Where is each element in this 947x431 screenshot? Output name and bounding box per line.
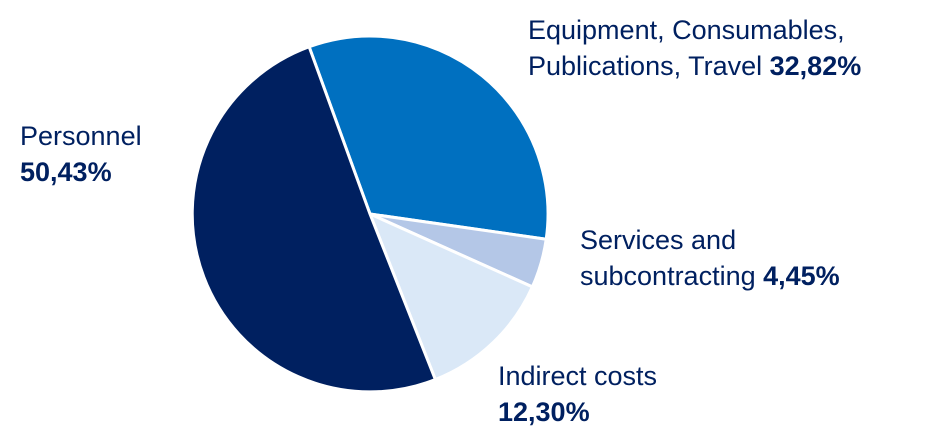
slice-personnel [190,45,437,394]
slice-equipment [307,34,550,241]
label-personnel-line1: Personnel [20,121,142,151]
value-indirect: 12,30% [498,397,590,427]
value-personnel: 50,43% [20,157,112,187]
label-indirect-line1: Indirect costs [498,361,658,391]
label-services: Services and subcontracting 4,45% [580,222,840,294]
label-personnel: Personnel 50,43% [20,118,142,190]
label-indirect: Indirect costs 12,30% [498,358,657,430]
label-equipment-line2: Publications, Travel [528,51,763,81]
value-services: 4,45% [763,261,840,291]
label-services-line1: Services and [580,225,737,255]
slice-indirect [368,212,534,382]
label-equipment-line1: Equipment, Consumables, [528,15,845,45]
value-equipment: 32,82% [769,51,862,81]
label-services-line2: subcontracting [580,261,756,291]
label-equipment: Equipment, Consumables, Publications, Tr… [528,12,861,84]
